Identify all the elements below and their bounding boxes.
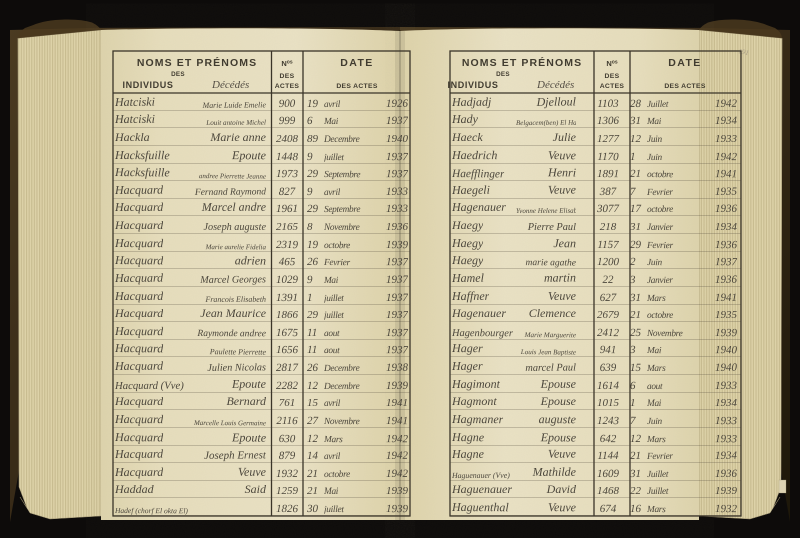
svg-text:DES: DES	[496, 71, 510, 78]
svg-text:Décédés: Décédés	[536, 79, 574, 91]
svg-text:DATE: DATE	[668, 57, 701, 69]
svg-text:NOMS ET PRÉNOMS: NOMS ET PRÉNOMS	[462, 56, 582, 69]
svg-text:ACTES: ACTES	[600, 83, 625, 90]
svg-text:Décédés: Décédés	[211, 79, 249, 91]
svg-text:ACTES: ACTES	[275, 83, 300, 90]
svg-text:DES: DES	[605, 73, 620, 80]
svg-text:DES: DES	[171, 71, 185, 78]
svg-text:DES: DES	[280, 73, 295, 80]
svg-text:DES ACTES: DES ACTES	[664, 83, 706, 90]
svg-text:DATE: DATE	[340, 57, 373, 69]
svg-text:DES ACTES: DES ACTES	[336, 83, 378, 90]
svg-text:INDIVIDUS: INDIVIDUS	[123, 80, 174, 90]
svg-text:INDIVIDUS: INDIVIDUS	[448, 80, 499, 90]
svg-text:NOMS ET PRÉNOMS: NOMS ET PRÉNOMS	[137, 56, 257, 69]
